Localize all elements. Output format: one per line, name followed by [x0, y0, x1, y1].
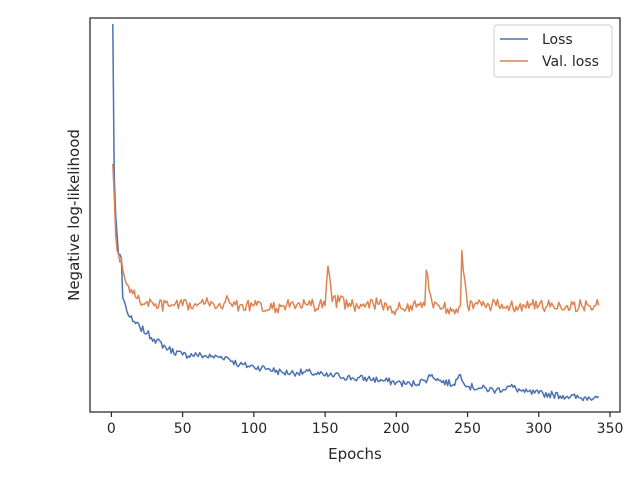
- series-line-val-loss: [112, 163, 600, 316]
- series-layer: [112, 23, 600, 402]
- y-axis-label: Negative log-likelihood: [65, 129, 83, 301]
- plot-area-background: [90, 18, 620, 412]
- x-axis-label: Epochs: [328, 445, 382, 463]
- legend-label: Loss: [542, 32, 573, 48]
- x-tick-label: 50: [174, 421, 192, 437]
- plot-frame: [89, 17, 621, 413]
- legend: Loss Val. loss: [493, 24, 613, 78]
- legend-label: Val. loss: [542, 54, 599, 70]
- x-tick-label: 100: [240, 421, 267, 437]
- x-tick-label: 200: [383, 421, 410, 437]
- x-tick-label: 300: [525, 421, 552, 437]
- legend-box: [493, 24, 613, 78]
- series-line-loss: [112, 23, 600, 402]
- x-tick-label: 350: [597, 421, 624, 437]
- x-tick-label: 250: [454, 421, 481, 437]
- x-axis: 0 50 100 150 200 250 300 350: [107, 412, 623, 437]
- x-tick-label: 0: [107, 421, 116, 437]
- x-tick-label: 150: [312, 421, 339, 437]
